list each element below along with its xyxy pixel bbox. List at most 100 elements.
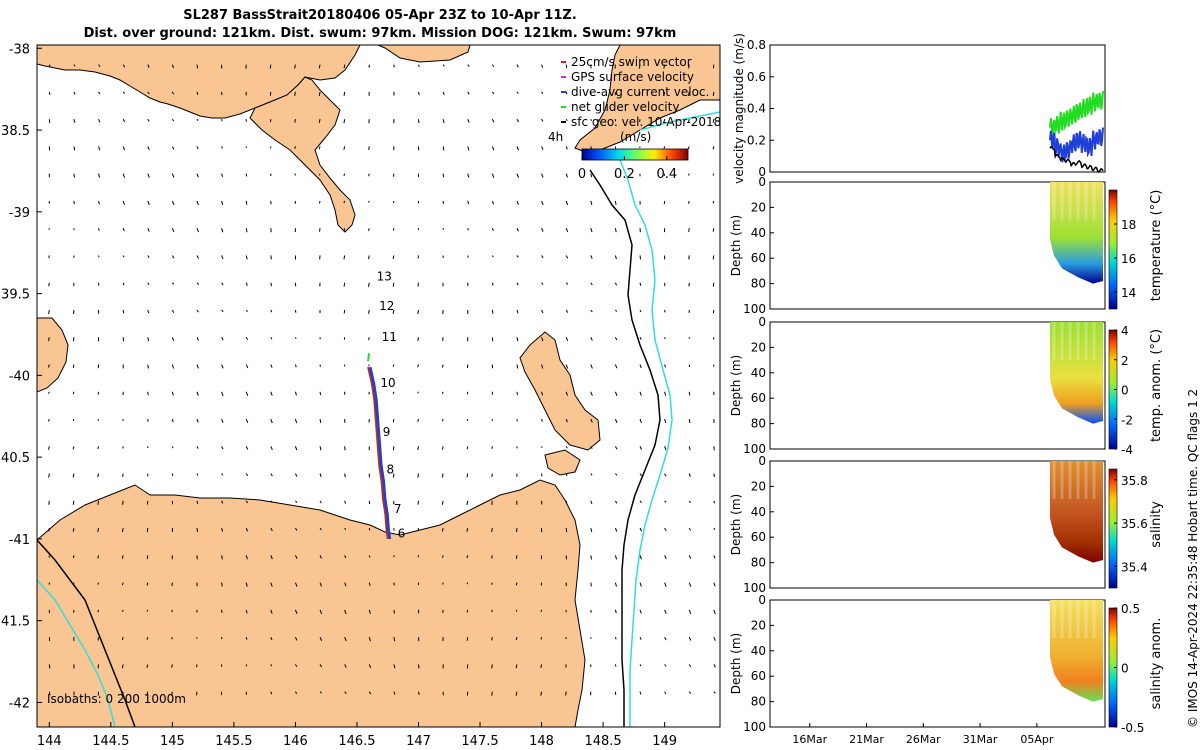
- velocity-arrow: [688, 609, 692, 615]
- velocity-arrow: [541, 337, 544, 342]
- velocity-arrow: [392, 418, 395, 423]
- velocity-arrow: [466, 500, 469, 505]
- velocity-arrow: [590, 337, 593, 341]
- velocity-arrow: [712, 119, 715, 123]
- velocity-arrow: [196, 173, 199, 178]
- velocity-arrow: [343, 282, 346, 287]
- velocity-arrow: [663, 146, 666, 149]
- velocity-arrow: [221, 337, 224, 341]
- velocity-arrow: [147, 282, 150, 286]
- velocity-arrow: [590, 146, 592, 150]
- colorbar-tick-label: 18: [1121, 218, 1136, 232]
- velocity-arrow: [270, 418, 273, 424]
- velocity-arrow: [664, 691, 667, 695]
- velocity-arrow: [270, 527, 273, 532]
- velocity-arrow: [614, 228, 617, 233]
- velocity-arrow: [368, 691, 372, 695]
- velocity-arrow: [491, 555, 493, 559]
- velocity-arrow: [639, 691, 642, 695]
- velocity-arrow: [466, 473, 469, 478]
- velocity-arrow: [639, 391, 642, 396]
- velocity-arrow: [48, 309, 50, 315]
- velocity-arrow: [146, 691, 149, 696]
- velocity-arrow: [393, 609, 396, 614]
- velocity-arrow: [515, 664, 518, 669]
- velocity-arrow: [245, 418, 249, 424]
- velocity-arrow: [639, 664, 642, 667]
- velocity-arrow: [491, 691, 493, 696]
- velocity-arrow: [122, 228, 125, 232]
- velocity-arrow: [491, 637, 493, 641]
- map-x-axis: 144 144.5 145 145.5 146 146.5 147 147.5 148 148.5…: [37, 722, 677, 749]
- velocity-arrow: [417, 337, 419, 341]
- map-x-tick-label: 145: [160, 734, 185, 749]
- velocity-arrow: [368, 228, 370, 232]
- velocity-arrow: [171, 146, 175, 150]
- velocity-arrow: [417, 664, 420, 669]
- velocity-arrow: [565, 337, 569, 341]
- velocity-arrow: [269, 64, 272, 69]
- velocity-arrow: [368, 309, 370, 314]
- velocity-arrow: [418, 691, 420, 696]
- velocity-arrow: [319, 636, 323, 641]
- section-panel-salinity: 0 20 40 60 80 100 Depth (m) 35.4 35.6 35.8salinit…: [729, 454, 1164, 595]
- velocity-arrow: [368, 364, 370, 367]
- depth-axis-label: Depth (m): [729, 633, 743, 694]
- velocity-arrow: [713, 555, 716, 559]
- velocity-y-tick-label: 0.4: [747, 102, 766, 116]
- velocity-arrow: [368, 609, 371, 614]
- velocity-arrow: [664, 636, 667, 641]
- velocity-arrow: [97, 446, 100, 450]
- land-cape-barren-island: [544, 449, 581, 476]
- day-label: 10: [380, 376, 395, 390]
- velocity-arrow: [318, 173, 321, 176]
- depth-axis-label: Depth (m): [729, 494, 743, 555]
- velocity-arrow: [245, 527, 249, 532]
- velocity-arrow: [664, 582, 667, 587]
- legend-label: net glider velocity: [571, 100, 679, 114]
- map-y-tick-label: 38.5: [1, 124, 30, 139]
- map-x-tick-label: 144: [37, 734, 62, 749]
- velocity-arrow: [441, 500, 444, 505]
- velocity-arrow: [713, 664, 716, 668]
- depth-tick-label: 20: [751, 200, 766, 214]
- section-colorbar: [1108, 189, 1118, 310]
- velocity-arrow: [318, 119, 321, 123]
- velocity-arrow: [541, 255, 544, 259]
- speed-colorbar: [581, 148, 689, 161]
- velocity-arrow: [590, 391, 593, 396]
- velocity-arrow: [221, 500, 224, 504]
- velocity-arrow: [516, 391, 518, 396]
- velocity-arrow: [541, 91, 544, 95]
- velocity-arrow: [590, 582, 592, 587]
- velocity-arrow: [72, 391, 75, 395]
- velocity-arrow: [614, 527, 618, 532]
- velocity-arrow: [590, 555, 593, 560]
- velocity-arrow: [122, 200, 125, 205]
- velocity-arrow: [614, 255, 617, 260]
- velocity-arrow: [147, 309, 150, 314]
- legend-label: sfc geo. vel. 10-Apr-2018: [571, 115, 721, 129]
- velocity-arrow: [417, 309, 419, 315]
- velocity-arrow: [565, 173, 568, 178]
- map-frame: [36, 44, 721, 728]
- section-data-fill: [1050, 322, 1103, 424]
- track-start-tail: [367, 353, 371, 362]
- velocity-arrow: [541, 309, 544, 314]
- velocity-arrow: [97, 528, 100, 533]
- velocity-arrow: [664, 364, 666, 368]
- velocity-arrow: [688, 64, 690, 69]
- velocity-arrow: [639, 636, 642, 640]
- depth-tick-label: 0: [758, 315, 766, 329]
- velocity-arrow: [97, 609, 100, 613]
- velocity-arrow: [97, 473, 100, 478]
- velocity-arrow: [319, 473, 322, 478]
- velocity-arrow: [97, 418, 100, 421]
- velocity-arrow: [687, 119, 690, 123]
- velocity-arrow: [491, 309, 494, 314]
- velocity-arrow: [417, 473, 419, 478]
- velocity-arrow: [540, 637, 543, 640]
- velocity-arrow: [48, 446, 50, 450]
- velocity-arrow: [48, 337, 50, 342]
